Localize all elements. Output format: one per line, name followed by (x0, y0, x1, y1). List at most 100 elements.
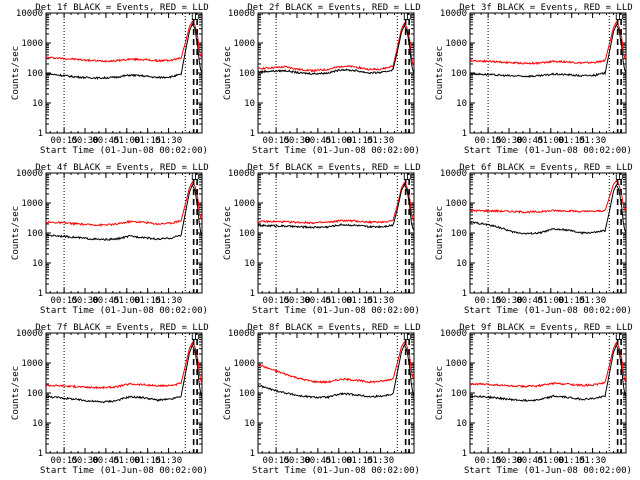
y-tick-label: 10 (456, 419, 467, 429)
y-axis-label: Counts/sec (11, 46, 21, 100)
y-tick-label: 100 (239, 229, 255, 239)
plot-frame (257, 172, 415, 294)
x-tick-label: 00:30 (495, 136, 522, 146)
y-tick-label: 10 (244, 419, 255, 429)
y-tick-label: 10000 (228, 9, 255, 19)
x-tick-label: 01:30 (367, 456, 394, 466)
event-marker-label: L (191, 13, 196, 23)
x-tick-label: 01:30 (579, 296, 606, 306)
x-axis-label: Start Time (01-Jun-08 00:02:00) (40, 306, 208, 316)
series-line-black (469, 183, 627, 235)
x-tick-label: 00:45 (92, 456, 119, 466)
x-axis-label: Start Time (01-Jun-08 00:02:00) (252, 466, 420, 476)
x-tick-label: 00:45 (516, 296, 543, 306)
series-line-black (45, 183, 203, 242)
x-tick-label: 01:15 (346, 296, 373, 306)
x-tick-label: 01:00 (325, 296, 352, 306)
event-marker-label: L (191, 173, 196, 183)
series-line-black (46, 22, 203, 80)
y-tick-label: 1 (462, 289, 467, 299)
y-tick-label: 10000 (440, 329, 467, 339)
y-tick-label: 100 (451, 69, 467, 79)
plot-frame (45, 172, 203, 294)
event-marker-label: D (406, 13, 411, 23)
x-tick-label: 00:45 (304, 136, 331, 146)
y-tick-label: 10 (32, 99, 43, 109)
series-line-black (257, 24, 415, 75)
event-marker-label: D (618, 333, 623, 343)
x-tick-label: 01:15 (558, 136, 585, 146)
chart-panel: Det 3f BLACK = Events, RED = LLD 1 10 100 10… (435, 3, 633, 156)
plot-frame (469, 172, 627, 294)
x-tick-label: 00:15 (51, 456, 78, 466)
x-tick-label: 00:15 (475, 136, 502, 146)
x-tick-label: 01:30 (367, 136, 394, 146)
y-axis-label: Counts/sec (435, 206, 445, 260)
x-tick-label: 01:00 (325, 136, 352, 146)
x-tick-label: 01:00 (113, 136, 140, 146)
x-tick-label: 01:30 (155, 456, 182, 466)
event-marker-label: L (403, 13, 408, 23)
event-marker-label: D (194, 173, 199, 183)
x-tick-label: 00:15 (51, 296, 78, 306)
chart-panel: Det 9f BLACK = Events, RED = LLD 1 10 100 10… (435, 323, 633, 476)
x-tick-label: 01:30 (367, 296, 394, 306)
y-tick-label: 10 (456, 259, 467, 269)
chart-panel: Det 5f BLACK = Events, RED = LLD 1 10 100 10… (223, 163, 421, 316)
series-line-black (257, 343, 415, 400)
y-axis-label: Counts/sec (11, 206, 21, 260)
y-tick-label: 1000 (445, 39, 467, 49)
event-marker-label: L (615, 173, 620, 183)
y-tick-label: 100 (239, 389, 255, 399)
chart-title: Det 9f BLACK = Events, RED = LLD (459, 323, 632, 333)
x-axis-label: Start Time (01-Jun-08 00:02:00) (464, 306, 632, 316)
series-line-red (46, 341, 203, 390)
y-tick-label: 1000 (21, 39, 43, 49)
y-tick-label: 1000 (233, 199, 255, 209)
x-tick-label: 01:00 (113, 296, 140, 306)
y-tick-label: 10 (244, 99, 255, 109)
y-tick-label: 1000 (233, 39, 255, 49)
series-line-black (469, 23, 627, 79)
y-tick-label: 10000 (16, 9, 43, 19)
x-tick-label: 01:15 (558, 456, 585, 466)
chart-panel: Det 4f BLACK = Events, RED = LLD 1 10 100 10… (11, 163, 209, 316)
series-line-black (257, 183, 415, 231)
event-marker-label: L (403, 333, 408, 343)
y-tick-label: 10 (456, 99, 467, 109)
chart-title: Det 6f BLACK = Events, RED = LLD (459, 163, 632, 173)
chart-title: Det 5f BLACK = Events, RED = LLD (247, 163, 420, 173)
x-tick-label: 01:30 (155, 296, 182, 306)
chart-panel: Det 1f BLACK = Events, RED = LLD 1 10 100 10… (11, 3, 209, 156)
chart-title: Det 1f BLACK = Events, RED = LLD (35, 3, 208, 13)
x-tick-label: 00:45 (92, 296, 119, 306)
y-tick-label: 1000 (21, 359, 43, 369)
x-tick-label: 00:30 (495, 456, 522, 466)
series-line-red (257, 21, 415, 73)
x-tick-label: 00:45 (304, 296, 331, 306)
chart-title: Det 8f BLACK = Events, RED = LLD (247, 323, 420, 333)
x-tick-label: 00:45 (516, 456, 543, 466)
x-axis-label: Start Time (01-Jun-08 00:02:00) (464, 466, 632, 476)
plot-frame (257, 332, 415, 454)
chart-panel: Det 2f BLACK = Events, RED = LLD 1 10 100 10… (223, 3, 421, 156)
x-tick-label: 00:45 (92, 136, 119, 146)
y-tick-label: 1 (462, 129, 467, 139)
y-axis-label: Counts/sec (223, 206, 233, 260)
chart-panel: Det 7f BLACK = Events, RED = LLD 1 10 100 10… (11, 323, 209, 476)
x-tick-label: 01:15 (134, 136, 161, 146)
event-marker-label: L (403, 173, 408, 183)
series-line-red (469, 20, 627, 66)
x-axis-label: Start Time (01-Jun-08 00:02:00) (252, 146, 420, 156)
series-line-red (469, 179, 627, 214)
y-tick-label: 1 (38, 449, 43, 459)
series-line-red (257, 181, 415, 225)
series-line-red (257, 340, 415, 384)
x-axis-label: Start Time (01-Jun-08 00:02:00) (40, 466, 208, 476)
chart-title: Det 3f BLACK = Events, RED = LLD (459, 3, 632, 13)
x-tick-label: 01:15 (346, 456, 373, 466)
x-tick-label: 00:30 (71, 136, 98, 146)
x-tick-label: 00:30 (495, 296, 522, 306)
x-tick-label: 00:15 (263, 296, 290, 306)
